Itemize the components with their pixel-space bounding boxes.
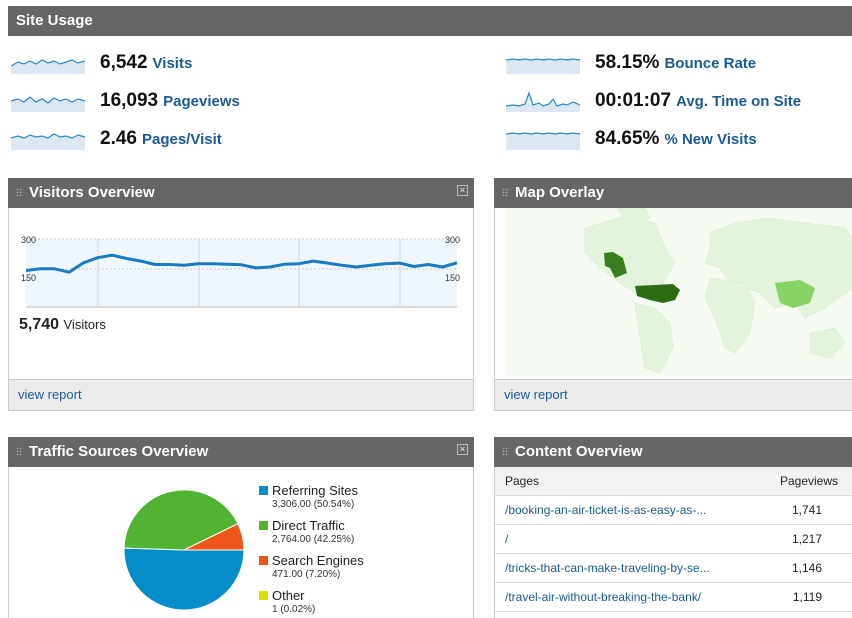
legend-detail: 2,764.00 (42.25%) [272, 534, 355, 545]
metric-pages-visit[interactable]: 2.46 Pages/Visit [10, 128, 310, 152]
drag-handle-icon[interactable] [16, 187, 23, 197]
pageviews-cell: 1,741 [756, 495, 852, 525]
page-link[interactable]: / [505, 532, 509, 546]
pageviews-cell: 1,217 [756, 524, 852, 554]
legend-swatch [259, 556, 268, 566]
y-tick-150-right: 150 [445, 273, 460, 283]
legend-referring-sites[interactable]: Referring Sites 3,306.00 (50.54%) [259, 483, 358, 510]
content-overview-panel: Pages Pageviews /booking-an-air-ticket-i… [494, 467, 852, 618]
visitors-overview-header[interactable]: Visitors Overview × [8, 178, 474, 208]
legend-detail: 3,306.00 (50.54%) [272, 499, 355, 510]
pages-visit-value: 2.46 [100, 128, 137, 149]
traffic-sources-panel: Referring Sites 3,306.00 (50.54%) Direct… [8, 467, 474, 618]
map-view-report-link[interactable]: view report [504, 387, 568, 402]
visitors-view-report-link[interactable]: view report [18, 387, 82, 402]
bounce-rate-label[interactable]: Bounce Rate [664, 55, 757, 72]
page-link[interactable]: /booking-an-air-ticket-is-as-easy-as-... [505, 503, 707, 517]
visitors-footer: view report [9, 379, 473, 410]
new-visits-value: 84.65% [595, 128, 660, 149]
page-link[interactable]: /tricks-that-can-make-traveling-by-se... [505, 561, 710, 575]
pages-visit-sparkline [10, 133, 86, 150]
traffic-sources-title: Traffic Sources Overview [29, 443, 209, 460]
drag-handle-icon[interactable] [502, 446, 509, 456]
map-china [775, 280, 815, 308]
legend-swatch [259, 521, 268, 531]
legend-search-engines[interactable]: Search Engines 471.00 (7.20%) [259, 553, 364, 580]
content-overview-title: Content Overview [515, 443, 643, 460]
pie-slice-direct-traffic[interactable] [123, 489, 239, 551]
pageviews-label[interactable]: Pageviews [163, 93, 240, 110]
page-link[interactable]: /travel-air-without-breaking-the-bank/ [505, 590, 702, 604]
map-overlay-header[interactable]: Map Overlay [494, 178, 852, 208]
legend-label: Other [272, 588, 305, 603]
close-icon[interactable]: × [457, 444, 468, 455]
visitors-overview-panel: 300 150 300 150 5,740 Visitors view repo… [8, 208, 474, 411]
metric-pageviews[interactable]: 16,093 Pageviews [10, 90, 310, 114]
table-row: /booking-an-air-ticket-is-as-easy-as-...… [495, 495, 852, 525]
map-usa [635, 284, 680, 303]
avg-time-sparkline [505, 91, 581, 112]
visits-label[interactable]: Visits [152, 55, 193, 72]
table-row: / 1,217 [495, 524, 852, 554]
visitors-series-line [25, 253, 458, 274]
pageviews-cell: 1,119 [756, 582, 852, 612]
legend-direct-traffic[interactable]: Direct Traffic 2,764.00 (42.25%) [259, 518, 354, 545]
col-pageviews[interactable]: Pageviews [756, 467, 852, 496]
visitors-value: 5,740 [19, 316, 60, 333]
traffic-pie-chart [123, 489, 245, 611]
traffic-sources-header[interactable]: Traffic Sources Overview × [8, 437, 474, 467]
col-pages[interactable]: Pages [495, 467, 757, 496]
table-header-row: Pages Pageviews [495, 467, 852, 496]
table-row: /travel-air-without-breaking-the-bank/1,… [495, 582, 852, 612]
pages-visit-label[interactable]: Pages/Visit [141, 131, 222, 148]
bounce-rate-sparkline [505, 58, 581, 74]
drag-handle-icon[interactable] [16, 446, 23, 456]
table-row: /tricks-that-can-make-traveling-by-se...… [495, 553, 852, 583]
y-tick-300-right: 300 [445, 235, 460, 245]
pie-slice-referring-sites[interactable] [123, 547, 245, 611]
legend-detail: 1 (0.02%) [272, 604, 316, 615]
pageviews-sparkline [10, 96, 86, 112]
avg-time-label[interactable]: Avg. Time on Site [676, 93, 802, 110]
legend-detail: 471.00 (7.20%) [272, 569, 341, 580]
map-overlay-panel: view report [494, 208, 852, 411]
metric-new-visits[interactable]: 84.65%% New Visits [505, 128, 845, 152]
visitors-label: Visitors [63, 317, 106, 332]
metric-avg-time[interactable]: 00:01:07 Avg. Time on Site [505, 90, 845, 114]
visitors-overview-title: Visitors Overview [29, 184, 155, 201]
y-tick-300-left: 300 [21, 235, 36, 245]
chart-area-fill-bg [26, 239, 457, 307]
legend-label: Direct Traffic [272, 518, 345, 533]
visitors-total: 5,740 Visitors [19, 316, 106, 334]
metric-bounce-rate[interactable]: 58.15% Bounce Rate [505, 52, 845, 76]
metric-visits[interactable]: 6,542 Visits [10, 52, 310, 76]
site-usage-header: Site Usage [8, 6, 852, 36]
map-overlay-title: Map Overlay [515, 184, 605, 201]
y-tick-150-left: 150 [21, 273, 36, 283]
pageviews-value: 16,093 [100, 90, 159, 111]
pageviews-cell: 1,146 [756, 553, 852, 583]
legend-swatch [259, 486, 268, 496]
legend-label: Search Engines [272, 553, 364, 568]
legend-swatch [259, 591, 268, 601]
legend-label: Referring Sites [272, 483, 358, 498]
map-land [584, 208, 852, 374]
content-table: Pages Pageviews /booking-an-air-ticket-i… [495, 467, 852, 612]
site-usage-title: Site Usage [16, 12, 93, 29]
new-visits-sparkline [505, 132, 581, 150]
visits-sparkline [10, 59, 86, 74]
visitors-line-chart: 300 150 300 150 [21, 235, 460, 308]
avg-time-value: 00:01:07 [595, 90, 672, 111]
legend-other[interactable]: Other 1 (0.02%) [259, 588, 315, 615]
close-icon[interactable]: × [457, 185, 468, 196]
map-alaska-canada [604, 252, 627, 278]
new-visits-label[interactable]: % New Visits [664, 131, 757, 148]
bounce-rate-value: 58.15% [595, 52, 660, 73]
world-map[interactable] [505, 208, 852, 376]
content-overview-header[interactable]: Content Overview [494, 437, 852, 467]
visits-value: 6,542 [100, 52, 148, 73]
drag-handle-icon[interactable] [502, 187, 509, 197]
map-footer: view report [495, 379, 852, 410]
